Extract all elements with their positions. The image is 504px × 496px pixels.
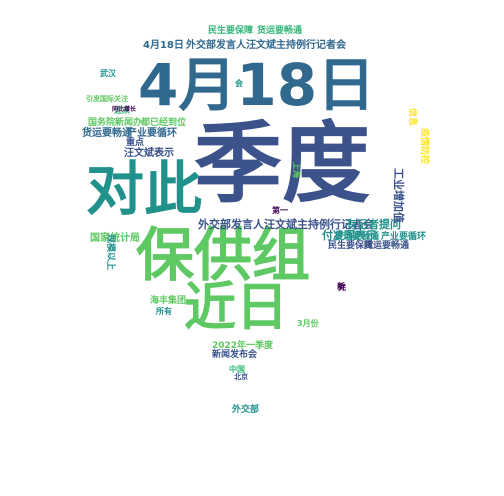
word-suoyou: 所有 — [156, 307, 172, 316]
word-dangjiu: 疫情防控 — [419, 128, 429, 165]
word-guojia: 国家统计局 — [90, 233, 140, 244]
word-duici: 对此 — [86, 155, 203, 223]
word-beijing: 北京 — [234, 373, 248, 381]
word-waijiaobu: 外交部 — [232, 405, 260, 415]
word-baogongzu: 保供组 — [136, 221, 311, 289]
word-wuhan: 武汉 — [100, 69, 116, 78]
word-jiwang: 都已经到位 — [141, 118, 187, 128]
word-wang-left: 汪文斌表示 — [124, 148, 174, 159]
word-fuling: 付凌晖表示 — [322, 229, 377, 242]
word-siyue18ri: 4月18日 — [138, 51, 376, 119]
word-di1: 第一 — [272, 206, 288, 215]
word-date-presser: 4月18日 — [143, 40, 184, 51]
word-jinlai: 近来 — [114, 106, 130, 115]
word-minsheng-top: 民生要保障 — [208, 26, 254, 36]
word-jidu: 季度 — [194, 112, 371, 215]
word-huoyun-left: 货运要畅通 — [82, 128, 132, 139]
word-haifeng: 海丰集团 — [150, 296, 187, 306]
word-guiding: 规模以上 — [105, 234, 115, 271]
word-yiyue: 引发国际关注 — [86, 95, 128, 103]
word-huoyun-right: 货运要畅通 — [334, 232, 380, 242]
word-xinxi: 信息 — [407, 108, 417, 127]
word-xindi: 新 — [337, 282, 345, 291]
word-qiye: 工业增加值 — [392, 168, 405, 223]
word-chanye-right: 产业要循环 — [381, 232, 427, 242]
word-shanghai: 上海 — [292, 162, 301, 178]
word-zhongdian: 重点 — [126, 138, 145, 148]
word-tongbi: 同比增长 — [112, 106, 137, 113]
word-yijidu: 2022年一季度 — [212, 341, 274, 351]
word-kuai: 会 — [235, 79, 243, 88]
word-presser-mid: 外交部发言人汪文斌主持例行记者会 — [198, 218, 374, 231]
word-weiyi: 完 — [338, 283, 346, 292]
word-chanye-left: 产业要循环 — [127, 128, 177, 139]
word-fabu: 新闻发布会 — [212, 350, 258, 360]
word-huoyun-top: 货运要畅通 — [257, 26, 303, 36]
word-minsheng-right: 民生要保障 — [328, 241, 374, 251]
word-jinri: 近日 — [184, 278, 289, 338]
word-huoyun-right2: 货运要畅通 — [364, 241, 410, 251]
word-guoyuan: 国务院新闻办 — [88, 118, 143, 128]
word-reporter-question: 有记者提问 — [346, 218, 401, 231]
word-zhongguo: 中国 — [229, 365, 245, 374]
word-presser-top: 外交部发言人汪文斌主持例行记者会 — [186, 40, 346, 51]
word-sanyue: 3月份 — [297, 319, 319, 328]
